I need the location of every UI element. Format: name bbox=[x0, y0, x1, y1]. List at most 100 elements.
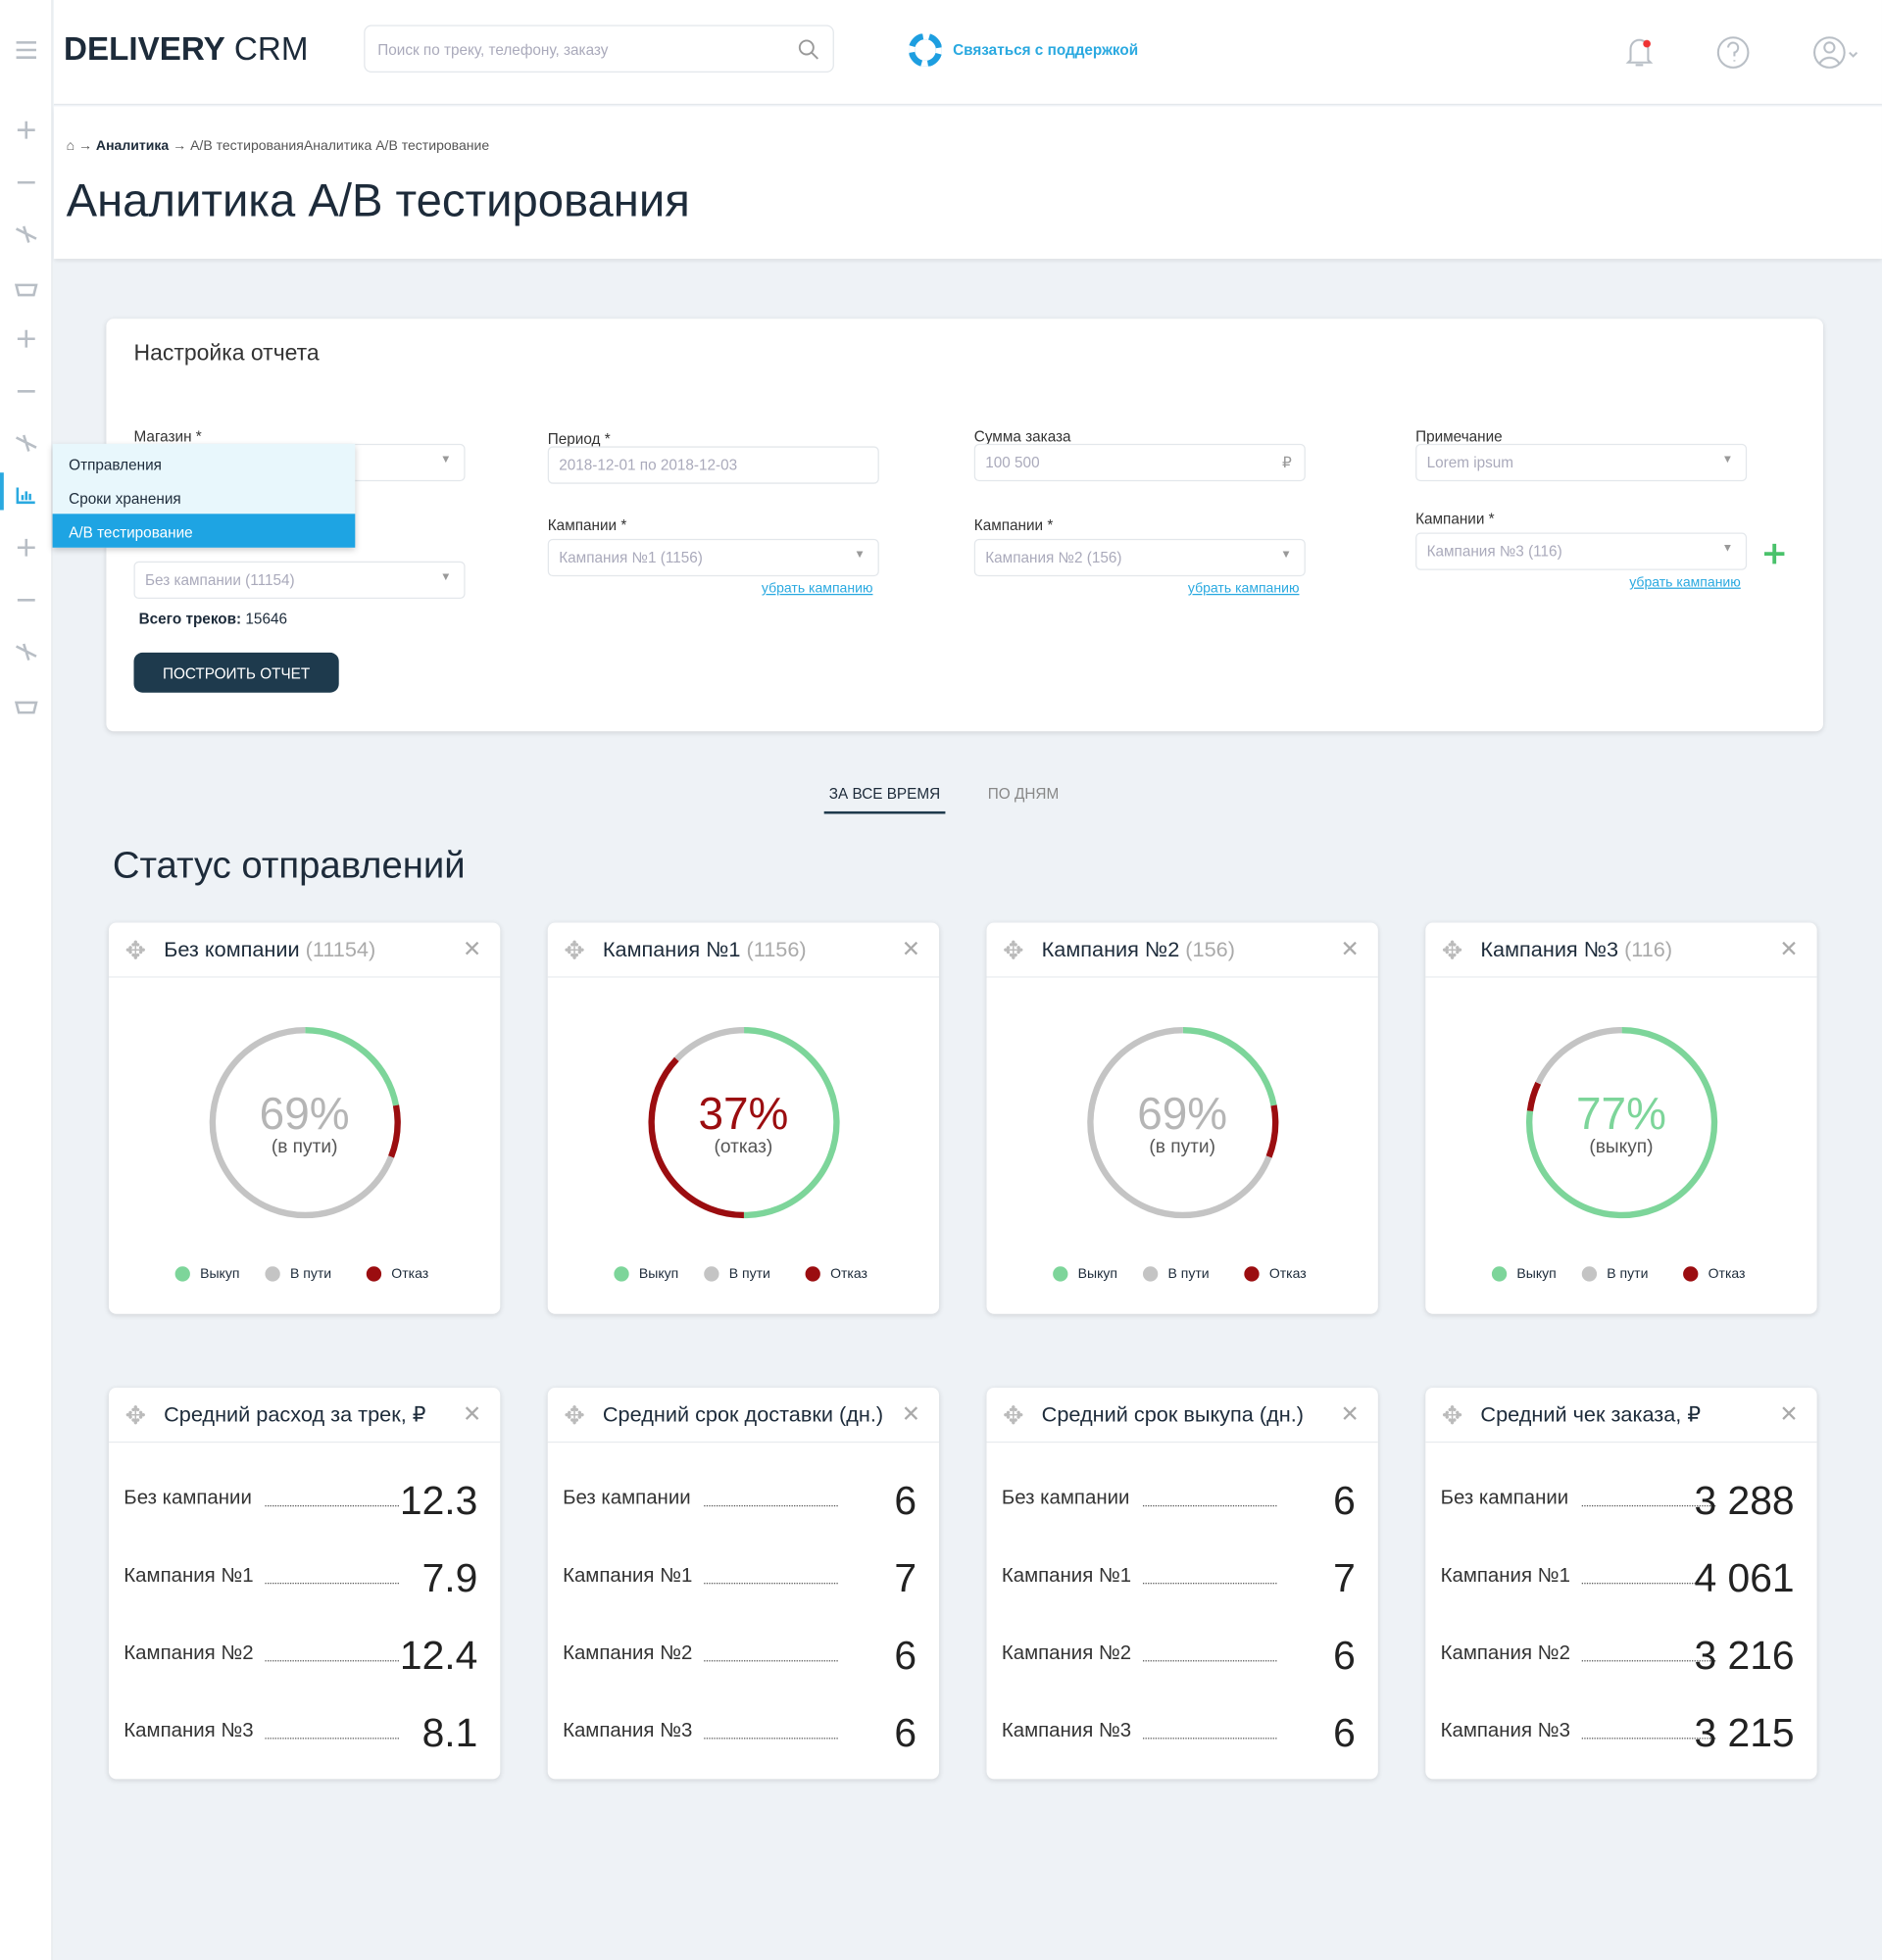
close-icon[interactable]: ✕ bbox=[901, 1401, 921, 1427]
remove-link[interactable]: убрать кампанию bbox=[1187, 581, 1300, 597]
menu-icon bbox=[16, 41, 36, 59]
field-value: Без кампании (11154) bbox=[144, 570, 295, 589]
caret: ▼ bbox=[1721, 452, 1734, 466]
menu-item[interactable]: Отправления bbox=[69, 456, 162, 474]
close-icon[interactable]: ✕ bbox=[901, 936, 921, 962]
close-icon[interactable]: ✕ bbox=[1779, 1401, 1799, 1427]
row-value: 6 bbox=[1333, 1633, 1356, 1678]
row-label: Кампания №3 bbox=[124, 1720, 254, 1742]
page-header: ⌂ → Аналитика → A/B тестированияАналитик… bbox=[53, 106, 1882, 260]
menu-item[interactable]: Сроки хранения bbox=[69, 490, 181, 508]
field-input[interactable]: 2018-12-01 по 2018-12-03 bbox=[547, 446, 879, 484]
legend-label: В пути bbox=[1607, 1266, 1649, 1282]
leader bbox=[1142, 1504, 1277, 1507]
center-caption: (выкуп) bbox=[1589, 1136, 1654, 1158]
close-icon[interactable]: ✕ bbox=[1779, 936, 1799, 962]
row-value: 6 bbox=[1333, 1710, 1356, 1756]
close-icon[interactable]: ✕ bbox=[463, 1401, 482, 1427]
move-icon[interactable]: ✥ bbox=[1441, 1402, 1463, 1431]
card-header: Без компании (11154) bbox=[108, 922, 501, 978]
donut-segment bbox=[648, 1026, 840, 1219]
field-input[interactable]: Без кампании (11154) ▼ bbox=[133, 561, 466, 600]
center-caption: (в пути) bbox=[1149, 1136, 1215, 1158]
legend-label: Выкуп bbox=[1516, 1266, 1557, 1282]
row-label: Кампания №1 bbox=[124, 1565, 254, 1587]
remove-link[interactable]: убрать кампанию bbox=[1629, 574, 1741, 591]
row-value: 7.9 bbox=[421, 1554, 478, 1600]
field-input[interactable]: Кампания №1 (1156) ▼ bbox=[547, 538, 879, 577]
center-caption: (в пути) bbox=[271, 1136, 338, 1158]
caret: ▼ bbox=[440, 569, 452, 583]
move-icon[interactable]: ✥ bbox=[124, 937, 146, 965]
support-link[interactable]: Связаться с поддержкой bbox=[953, 41, 1139, 59]
close-icon[interactable]: ✕ bbox=[1340, 936, 1360, 962]
leader bbox=[704, 1660, 838, 1662]
build-report-button[interactable]: ПОСТРОИТЬ ОТЧЕТ bbox=[133, 652, 339, 693]
total-label: Всего треков: bbox=[138, 610, 242, 628]
card-header: Кампания №2 (156) bbox=[986, 922, 1378, 978]
row-label: Кампания №1 bbox=[563, 1565, 693, 1587]
move-icon[interactable]: ✥ bbox=[1003, 937, 1024, 965]
tab[interactable]: ЗА ВСЕ ВРЕМЯ bbox=[823, 785, 946, 814]
caret: ▼ bbox=[440, 452, 452, 466]
close-icon[interactable]: ✕ bbox=[1340, 1401, 1360, 1427]
move-icon[interactable]: ✥ bbox=[1003, 1402, 1024, 1431]
legend-label: Отказ bbox=[1268, 1266, 1307, 1282]
move-icon[interactable]: ✥ bbox=[564, 937, 585, 965]
leader bbox=[265, 1583, 399, 1585]
card-title: Кампания №3 bbox=[1480, 937, 1619, 962]
row-value: 12.4 bbox=[399, 1633, 478, 1678]
card-title: Средний срок доставки (дн.) bbox=[602, 1402, 884, 1427]
breadcrumb: A/B тестированияАналитика A/B тестирован… bbox=[190, 138, 490, 154]
caret: ▼ bbox=[1280, 547, 1292, 561]
card-header: Кампания №1 (1156) bbox=[547, 922, 940, 978]
donut bbox=[209, 1026, 401, 1219]
add-campaign[interactable] bbox=[1761, 541, 1787, 566]
legend-dot bbox=[1581, 1266, 1598, 1282]
card-count: (11154) bbox=[305, 937, 376, 962]
legend-dot bbox=[174, 1266, 190, 1282]
search[interactable]: Поиск по треку, телефону, заказу bbox=[364, 24, 834, 73]
field-suffix: ₽ bbox=[1282, 454, 1292, 471]
field-input[interactable]: Кампания №2 (156) ▼ bbox=[973, 538, 1306, 577]
row-value: 6 bbox=[894, 1710, 917, 1756]
legend-label: В пути bbox=[1167, 1266, 1210, 1282]
field-value: Lorem ipsum bbox=[1426, 454, 1514, 471]
legend-dot bbox=[1683, 1266, 1699, 1282]
menu-item[interactable]: A/B тестирование bbox=[52, 514, 356, 548]
row-value: 6 bbox=[894, 1633, 917, 1678]
legend-dot bbox=[805, 1266, 820, 1282]
move-icon[interactable]: ✥ bbox=[564, 1402, 585, 1431]
remove-link[interactable]: убрать кампанию bbox=[761, 581, 873, 597]
leader bbox=[265, 1660, 399, 1662]
close-icon[interactable]: ✕ bbox=[463, 936, 482, 962]
center-caption: (отказ) bbox=[714, 1136, 773, 1158]
user-icon[interactable] bbox=[1813, 36, 1846, 69]
row-value: 3 216 bbox=[1694, 1633, 1795, 1678]
bell-icon[interactable] bbox=[1625, 38, 1654, 67]
row-value: 7 bbox=[894, 1554, 917, 1600]
field-label: Кампании * bbox=[973, 515, 1054, 534]
tab[interactable]: ПО ДНЯМ bbox=[987, 785, 1060, 803]
card-title: Кампания №1 bbox=[602, 937, 741, 962]
move-icon[interactable]: ✥ bbox=[1441, 937, 1463, 965]
logo-bold: DELIVERY bbox=[64, 29, 225, 68]
leader bbox=[704, 1583, 838, 1585]
card-title: Средний чек заказа, ₽ bbox=[1480, 1402, 1702, 1427]
field-input[interactable]: 100 500 ₽ bbox=[973, 443, 1306, 482]
leader bbox=[265, 1738, 399, 1740]
field-input[interactable]: Lorem ipsum ▼ bbox=[1415, 443, 1748, 482]
support-icon bbox=[909, 33, 942, 67]
card-count: (156) bbox=[1185, 937, 1235, 962]
move-icon[interactable]: ✥ bbox=[124, 1402, 146, 1431]
field-input[interactable]: Кампания №3 (116) ▼ bbox=[1415, 532, 1748, 570]
row-value: 6 bbox=[894, 1477, 917, 1523]
help-icon[interactable] bbox=[1716, 36, 1750, 69]
breadcrumb[interactable]: Аналитика bbox=[95, 138, 170, 154]
leader bbox=[704, 1738, 838, 1740]
section-title: Статус отправлений bbox=[112, 845, 466, 887]
row-label: Кампания №2 bbox=[124, 1642, 254, 1664]
donut-segment bbox=[209, 1026, 401, 1219]
status-card: Кампания №2 (156) ✥ ✕ 69% (в пути) Выкуп В пут… bbox=[986, 922, 1378, 1314]
